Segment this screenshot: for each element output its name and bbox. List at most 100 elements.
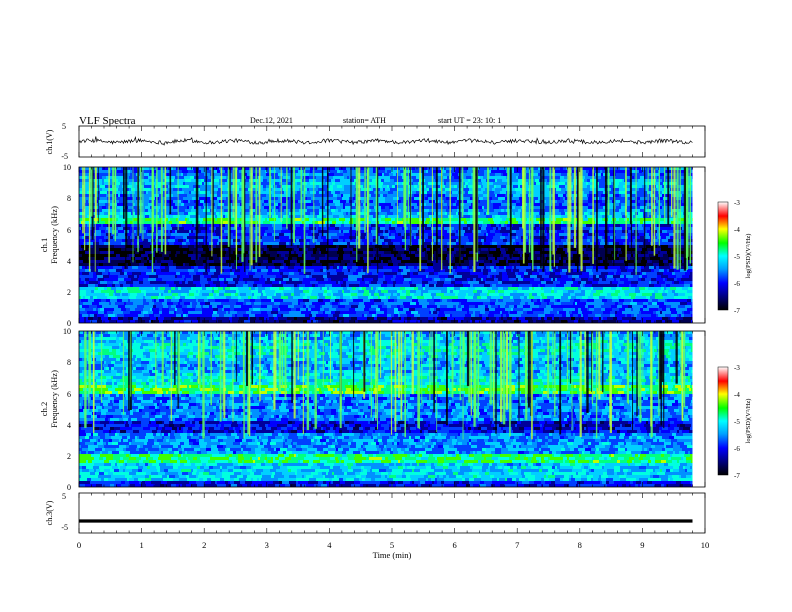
spectrogram-cell bbox=[245, 239, 251, 242]
spectrogram-cell bbox=[109, 182, 112, 185]
spectrogram-cell bbox=[103, 245, 107, 248]
spectrogram-cell bbox=[271, 200, 275, 203]
spectrogram-cell bbox=[673, 248, 679, 251]
spectrogram-cell bbox=[615, 266, 620, 269]
spectrogram-cell bbox=[252, 188, 256, 191]
spectrogram-cell bbox=[582, 272, 589, 275]
spectrogram-cell bbox=[413, 188, 417, 191]
spectrogram-cell bbox=[582, 254, 588, 257]
spectrogram-cell bbox=[655, 203, 658, 206]
spectrogram-cell bbox=[197, 245, 199, 248]
spectrogram-cell bbox=[657, 230, 659, 233]
spectrogram-cell bbox=[607, 191, 613, 194]
spectrogram-cell bbox=[309, 275, 312, 278]
spectrogram-cell bbox=[322, 254, 325, 257]
spectrogram-cell bbox=[667, 167, 672, 170]
spectrogram-cell bbox=[184, 212, 188, 215]
spectrogram-cell bbox=[436, 209, 441, 212]
spectrogram-cell bbox=[212, 200, 219, 203]
spectrogram-cell bbox=[212, 239, 218, 242]
spectrogram-cell bbox=[330, 266, 333, 269]
spectrogram-cell bbox=[307, 251, 313, 254]
spectrogram-cell bbox=[462, 272, 464, 275]
spectrogram-cell bbox=[497, 242, 503, 245]
spectrogram-cell bbox=[187, 194, 191, 197]
spectrogram-cell bbox=[412, 230, 418, 233]
spectrogram-cell bbox=[478, 203, 483, 206]
spectrogram-cell bbox=[177, 275, 182, 278]
spectrogram-cell bbox=[493, 203, 495, 206]
spectrogram-cell bbox=[302, 221, 305, 224]
spectrogram-cell bbox=[438, 179, 444, 182]
spectrogram-cell bbox=[353, 182, 355, 185]
spectrogram-cell bbox=[191, 203, 196, 206]
spectrogram-cell bbox=[184, 266, 191, 269]
spectrogram-cell bbox=[104, 236, 108, 239]
spectrogram-cell bbox=[691, 185, 693, 188]
spectrogram-cell bbox=[223, 215, 225, 218]
spectrogram-cell bbox=[627, 224, 629, 227]
spectrogram-cell bbox=[557, 224, 561, 227]
spectrogram-cell bbox=[340, 179, 343, 182]
spectrogram-cell bbox=[409, 248, 413, 251]
spectrogram-cell bbox=[276, 194, 283, 197]
spectrogram-cell bbox=[437, 251, 441, 254]
spectrogram-cell bbox=[485, 254, 487, 257]
spectrogram-cell bbox=[79, 245, 81, 248]
spectrogram-cell bbox=[389, 197, 393, 200]
spectrogram-cell bbox=[172, 185, 175, 188]
spectrogram-cell bbox=[419, 251, 425, 254]
spectrogram-cell bbox=[372, 242, 377, 245]
spectrogram-cell bbox=[467, 200, 472, 203]
spectrogram-cell bbox=[118, 218, 121, 221]
spectrogram-cell bbox=[282, 224, 287, 227]
spectrogram-cell bbox=[553, 263, 558, 266]
spectrogram-cell bbox=[226, 236, 228, 239]
spectrogram-cell bbox=[141, 260, 147, 263]
spectrogram-cell bbox=[116, 182, 120, 185]
spectrogram-cell bbox=[294, 233, 300, 236]
spectrogram-cell bbox=[405, 167, 408, 170]
spectrogram-cell bbox=[196, 203, 203, 206]
spectrogram-cell bbox=[298, 269, 301, 272]
spectrogram-cell bbox=[323, 239, 327, 242]
spectrogram-cell bbox=[453, 203, 456, 206]
spectrogram-cell bbox=[599, 272, 601, 275]
spectrogram-cell bbox=[560, 272, 566, 275]
spectrogram-cell bbox=[306, 236, 312, 239]
spectrogram-cell bbox=[109, 269, 116, 272]
spectrogram-cell bbox=[275, 236, 279, 239]
spectrogram-cell bbox=[464, 233, 471, 236]
spectrogram-cell bbox=[216, 167, 219, 170]
spectrogram-cell bbox=[196, 218, 203, 221]
spectrogram-cell bbox=[600, 212, 602, 215]
spectrogram-cell bbox=[451, 182, 458, 185]
spectrogram-cell bbox=[117, 221, 123, 224]
spectrogram-cell bbox=[428, 236, 432, 239]
spectrogram-cell bbox=[478, 221, 483, 224]
spectrogram-cell bbox=[587, 215, 593, 218]
spectrogram-cell bbox=[323, 275, 327, 278]
spectrogram-cell bbox=[640, 206, 647, 209]
spectrogram-cell bbox=[229, 260, 234, 263]
spectrogram-cell bbox=[583, 218, 588, 221]
spectrogram-cell bbox=[246, 227, 249, 230]
spectrogram-cell bbox=[225, 224, 230, 227]
spectrogram-cell bbox=[626, 191, 632, 194]
spectrogram-cell bbox=[263, 227, 268, 230]
spectrogram-cell bbox=[274, 242, 279, 245]
spectrogram-cell bbox=[427, 188, 429, 191]
spectrogram-cell bbox=[103, 224, 107, 227]
spectrogram-cell bbox=[283, 206, 287, 209]
spectrogram-cell bbox=[131, 242, 137, 245]
spectrogram-cell bbox=[176, 224, 182, 227]
spectrogram-cell bbox=[178, 218, 185, 221]
spectrogram-cell bbox=[584, 251, 588, 254]
spectrogram-cell bbox=[169, 242, 174, 245]
spectrogram-cell bbox=[335, 272, 337, 275]
spectrogram-cell bbox=[543, 257, 546, 260]
spectrogram-cell bbox=[427, 245, 431, 248]
spectrogram-cell bbox=[349, 230, 356, 233]
spectrogram-cell bbox=[579, 272, 582, 275]
spectrogram-cell bbox=[484, 170, 487, 173]
